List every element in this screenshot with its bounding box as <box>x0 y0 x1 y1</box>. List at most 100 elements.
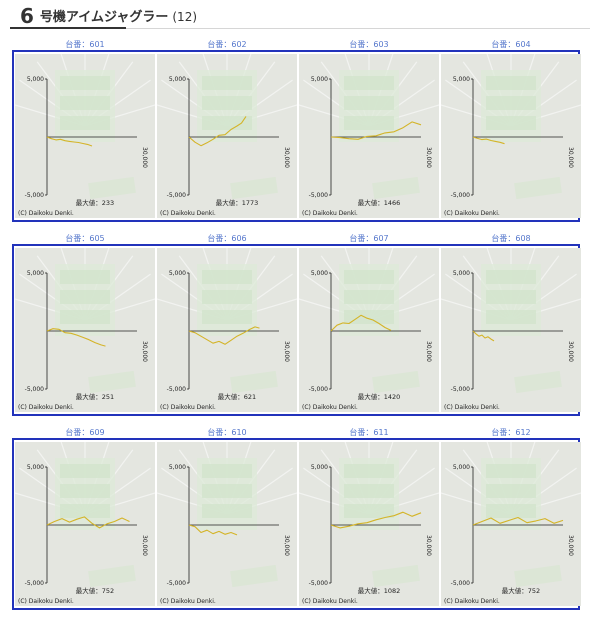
background-art <box>299 248 439 394</box>
unit-label[interactable]: 台番：605 <box>65 234 105 243</box>
slump-graph: 5,000 -5,000 30,000 最大値：1420(C) Daikoku Den… <box>299 248 439 411</box>
y-tick-label-max: 5,000 <box>27 464 44 471</box>
unit-label[interactable]: 台番：603 <box>349 40 389 49</box>
background-art <box>441 54 581 200</box>
series-line <box>330 314 392 332</box>
slump-graph-tile[interactable]: 5,000 -5,000 30,000 (C) Daikoku Denki. <box>441 248 581 412</box>
slump-graph: 5,000 -5,000 30,000 最大値：1082(C) Daikoku Den… <box>299 442 439 605</box>
max-value-label: 最大値：752 <box>76 586 114 595</box>
section-header: 6 号機アイムジャグラー (12) <box>10 0 590 30</box>
max-value-label: 最大値：1082 <box>358 586 401 595</box>
slump-graph-tile[interactable]: 5,000 -5,000 30,000 最大値：621 (C) Daikoku Denk… <box>157 248 297 412</box>
slump-graph-tile[interactable]: 5,000 -5,000 30,000 最大値：1420 (C) Daikoku Den… <box>299 248 439 412</box>
slump-graph-tile[interactable]: 5,000 -5,000 30,000 (C) Daikoku Denki. <box>441 54 581 218</box>
unit-label[interactable]: 台番：610 <box>207 428 247 437</box>
slump-graph-tile[interactable]: 5,000 -5,000 30,000 最大値：752 (C) Daikoku Denk… <box>441 442 581 606</box>
copyright-text: (C) Daikoku Denki. <box>302 210 358 217</box>
unit-label[interactable]: 台番：609 <box>65 428 105 437</box>
slump-graph: 5,000 -5,000 30,000 最大値：251(C) Daikoku Denk… <box>15 248 155 411</box>
slump-graph: 5,000 -5,000 30,000 最大値：233(C) Daikoku Denk… <box>15 54 155 217</box>
copyright-text: (C) Daikoku Denki. <box>444 404 500 411</box>
unit-label[interactable]: 台番：601 <box>65 40 105 49</box>
x-tick-label-max: 30,000 <box>425 341 432 362</box>
y-tick-label-max: 5,000 <box>27 270 44 277</box>
copyright-text: (C) Daikoku Denki. <box>444 598 500 605</box>
slump-graph-tile[interactable]: 5,000 -5,000 30,000 最大値：251 (C) Daikoku Denk… <box>15 248 155 412</box>
unit-label[interactable]: 台番：604 <box>491 40 531 49</box>
background-art <box>157 54 297 200</box>
unit-label[interactable]: 台番：612 <box>491 428 531 437</box>
series-line <box>188 326 260 345</box>
unit-label[interactable]: 台番：606 <box>207 234 247 243</box>
unit-label[interactable]: 台番：611 <box>349 428 389 437</box>
x-tick-label-max: 30,000 <box>567 535 574 556</box>
copyright-text: (C) Daikoku Denki. <box>302 598 358 605</box>
y-tick-label-max: 5,000 <box>169 464 186 471</box>
background-art <box>157 442 297 588</box>
slump-graph: 5,000 -5,000 30,000 最大値：1773(C) Daikoku Den… <box>157 54 297 217</box>
slump-graph: 5,000 -5,000 30,000 最大値：752(C) Daikoku Denk… <box>15 442 155 605</box>
series-line <box>46 516 130 529</box>
max-value-label: 最大値：251 <box>76 392 114 401</box>
y-tick-label-max: 5,000 <box>169 270 186 277</box>
copyright-text: (C) Daikoku Denki. <box>18 598 74 605</box>
x-tick-label-max: 30,000 <box>141 341 148 362</box>
series-line <box>472 330 495 342</box>
slump-graph: 5,000 -5,000 30,000 (C) Daikoku Denki. <box>441 248 581 411</box>
y-tick-label-min: -5,000 <box>25 386 45 393</box>
background-art <box>15 54 155 200</box>
y-tick-label-min: -5,000 <box>167 386 187 393</box>
series-line <box>188 524 238 536</box>
x-tick-label-max: 30,000 <box>141 147 148 168</box>
copyright-text: (C) Daikoku Denki. <box>160 404 216 411</box>
y-tick-label-min: -5,000 <box>167 192 187 199</box>
unit-count: (12) <box>172 10 198 24</box>
series-line <box>472 516 564 526</box>
copyright-text: (C) Daikoku Denki. <box>18 404 74 411</box>
series-line <box>330 121 422 140</box>
header-accent-bar <box>10 27 126 29</box>
unit-label[interactable]: 台番：607 <box>349 234 389 243</box>
x-tick-label-max: 30,000 <box>283 535 290 556</box>
copyright-text: (C) Daikoku Denki. <box>160 210 216 217</box>
x-tick-label-max: 30,000 <box>567 147 574 168</box>
series-line <box>472 136 505 145</box>
max-value-label: 最大値：1420 <box>358 392 401 401</box>
x-tick-label-max: 30,000 <box>567 341 574 362</box>
background-art <box>15 248 155 394</box>
slump-graph-tile[interactable]: 5,000 -5,000 30,000 最大値：1773 (C) Daikoku Den… <box>157 54 297 218</box>
slump-graph: 5,000 -5,000 30,000 最大値：1466(C) Daikoku Den… <box>299 54 439 217</box>
y-tick-label-min: -5,000 <box>25 580 45 587</box>
slump-graph: 5,000 -5,000 30,000 (C) Daikoku Denki. <box>441 54 581 217</box>
slump-graph-tile[interactable]: 5,000 -5,000 30,000 最大値：752 (C) Daikoku Denk… <box>15 442 155 606</box>
y-tick-label-min: -5,000 <box>167 580 187 587</box>
machine-name: 号機アイムジャグラー <box>39 10 169 25</box>
y-tick-label-max: 5,000 <box>169 76 186 83</box>
max-value-label: 最大値：1466 <box>358 198 401 207</box>
unit-label[interactable]: 台番：602 <box>207 40 247 49</box>
slump-graph-tile[interactable]: 5,000 -5,000 30,000 (C) Daikoku Denki. <box>157 442 297 606</box>
copyright-text: (C) Daikoku Denki. <box>444 210 500 217</box>
y-tick-label-min: -5,000 <box>25 192 45 199</box>
x-tick-label-max: 30,000 <box>283 341 290 362</box>
slump-graph: 5,000 -5,000 30,000 最大値：752(C) Daikoku Denk… <box>441 442 581 605</box>
x-tick-label-max: 30,000 <box>425 147 432 168</box>
slump-graph-tile[interactable]: 5,000 -5,000 30,000 最大値：1466 (C) Daikoku Den… <box>299 54 439 218</box>
unit-label[interactable]: 台番：608 <box>491 234 531 243</box>
y-tick-label-min: -5,000 <box>309 580 329 587</box>
header-divider <box>10 28 590 29</box>
y-tick-label-min: -5,000 <box>451 192 471 199</box>
y-tick-label-max: 5,000 <box>27 76 44 83</box>
slump-graph-tile[interactable]: 5,000 -5,000 30,000 最大値：233 (C) Daikoku Denk… <box>15 54 155 218</box>
y-tick-label-min: -5,000 <box>451 580 471 587</box>
x-tick-label-max: 30,000 <box>283 147 290 168</box>
background-art <box>441 248 581 394</box>
y-tick-label-max: 5,000 <box>453 270 470 277</box>
y-tick-label-min: -5,000 <box>451 386 471 393</box>
y-tick-label-max: 5,000 <box>311 76 328 83</box>
background-art <box>157 248 297 394</box>
slump-graph-tile[interactable]: 5,000 -5,000 30,000 最大値：1082 (C) Daikoku Den… <box>299 442 439 606</box>
x-tick-label-max: 30,000 <box>141 535 148 556</box>
background-art <box>15 442 155 588</box>
y-tick-label-max: 5,000 <box>453 76 470 83</box>
